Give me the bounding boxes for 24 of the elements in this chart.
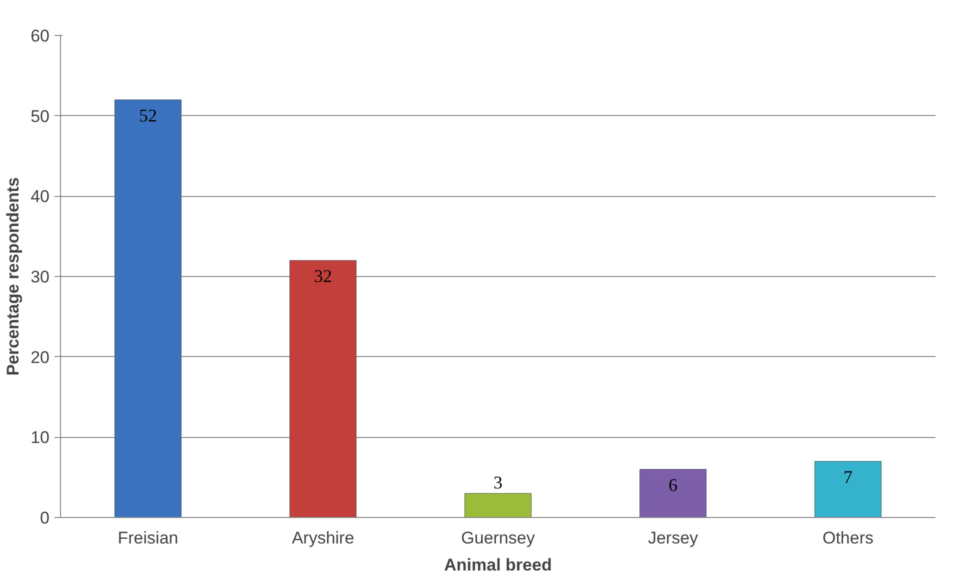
y-tick-label: 10 [30,428,50,448]
y-tick-label: 20 [30,348,50,367]
y-tick-label: 0 [40,508,50,528]
y-tick-label: 50 [30,106,50,126]
data-label: 32 [314,266,332,286]
y-tick-label: 60 [30,26,50,46]
y-axis-title: Percentage respondents [4,177,23,376]
data-label: 6 [668,474,678,495]
x-tick-label: Aryshire [292,528,354,548]
x-tick-label: Jersey [648,528,699,548]
bar [814,461,882,518]
bar [290,260,356,518]
x-axis-title: Animal breed [444,556,552,574]
bar [464,493,532,518]
data-label: 52 [139,105,157,126]
x-tick-label: Others [822,528,874,548]
y-tick-label: 40 [30,187,50,206]
bar [640,469,706,518]
x-tick-label: Guernsey [461,528,536,548]
data-label: 7 [844,466,852,487]
x-tick-label: Freisian [118,528,178,548]
data-label: 3 [494,472,502,493]
bar [114,100,182,518]
y-tick-label: 30 [30,268,50,286]
